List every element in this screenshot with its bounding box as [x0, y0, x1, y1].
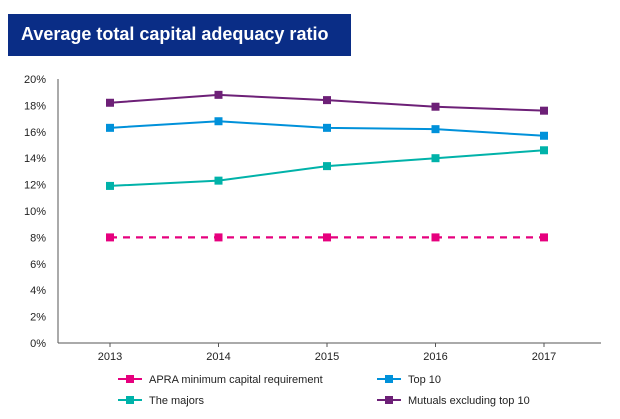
y-tick-label: 14% [24, 153, 46, 165]
x-tick-label: 2015 [315, 351, 339, 363]
y-tick-label: 6% [30, 259, 46, 271]
data-point [540, 233, 548, 242]
data-point [323, 96, 331, 105]
data-point [431, 154, 440, 163]
y-tick-label: 8% [30, 232, 46, 244]
chart-title: Average total capital adequacy ratio [21, 24, 329, 44]
y-tick-label: 12% [24, 180, 46, 192]
legend-label: Top 10 [408, 374, 441, 386]
data-point [540, 106, 548, 115]
legend-marker [126, 375, 134, 383]
legend-marker [126, 396, 134, 404]
data-point [431, 125, 440, 134]
legend-label: APRA minimum capital requirement [149, 374, 323, 386]
data-point [323, 233, 331, 242]
y-tick-label: 10% [24, 206, 46, 218]
legend-label: Mutuals excluding top 10 [408, 395, 530, 407]
data-point [431, 233, 440, 242]
data-point [540, 146, 548, 155]
data-point [214, 233, 223, 242]
legend-label: The majors [149, 395, 205, 407]
chart-title-box: Average total capital adequacy ratio [8, 14, 351, 56]
data-point [323, 162, 331, 171]
data-point [540, 131, 548, 140]
y-tick-label: 20% [24, 74, 46, 86]
y-tick-label: 4% [30, 285, 46, 297]
data-point [106, 123, 114, 132]
data-point [431, 102, 440, 111]
data-point [323, 123, 331, 132]
data-point [214, 117, 223, 126]
data-point [214, 176, 223, 185]
data-point [106, 233, 114, 242]
x-tick-label: 2013 [98, 351, 122, 363]
data-point [106, 98, 114, 107]
data-point [106, 181, 114, 190]
x-tick-label: 2016 [423, 351, 447, 363]
y-tick-label: 16% [24, 127, 46, 139]
x-tick-label: 2017 [532, 351, 556, 363]
x-tick-label: 2014 [206, 351, 230, 363]
y-tick-label: 2% [30, 312, 46, 324]
y-tick-label: 18% [24, 100, 46, 112]
y-tick-label: 0% [30, 338, 46, 350]
legend-marker [385, 396, 393, 404]
data-point [214, 90, 223, 99]
legend-marker [385, 375, 393, 383]
